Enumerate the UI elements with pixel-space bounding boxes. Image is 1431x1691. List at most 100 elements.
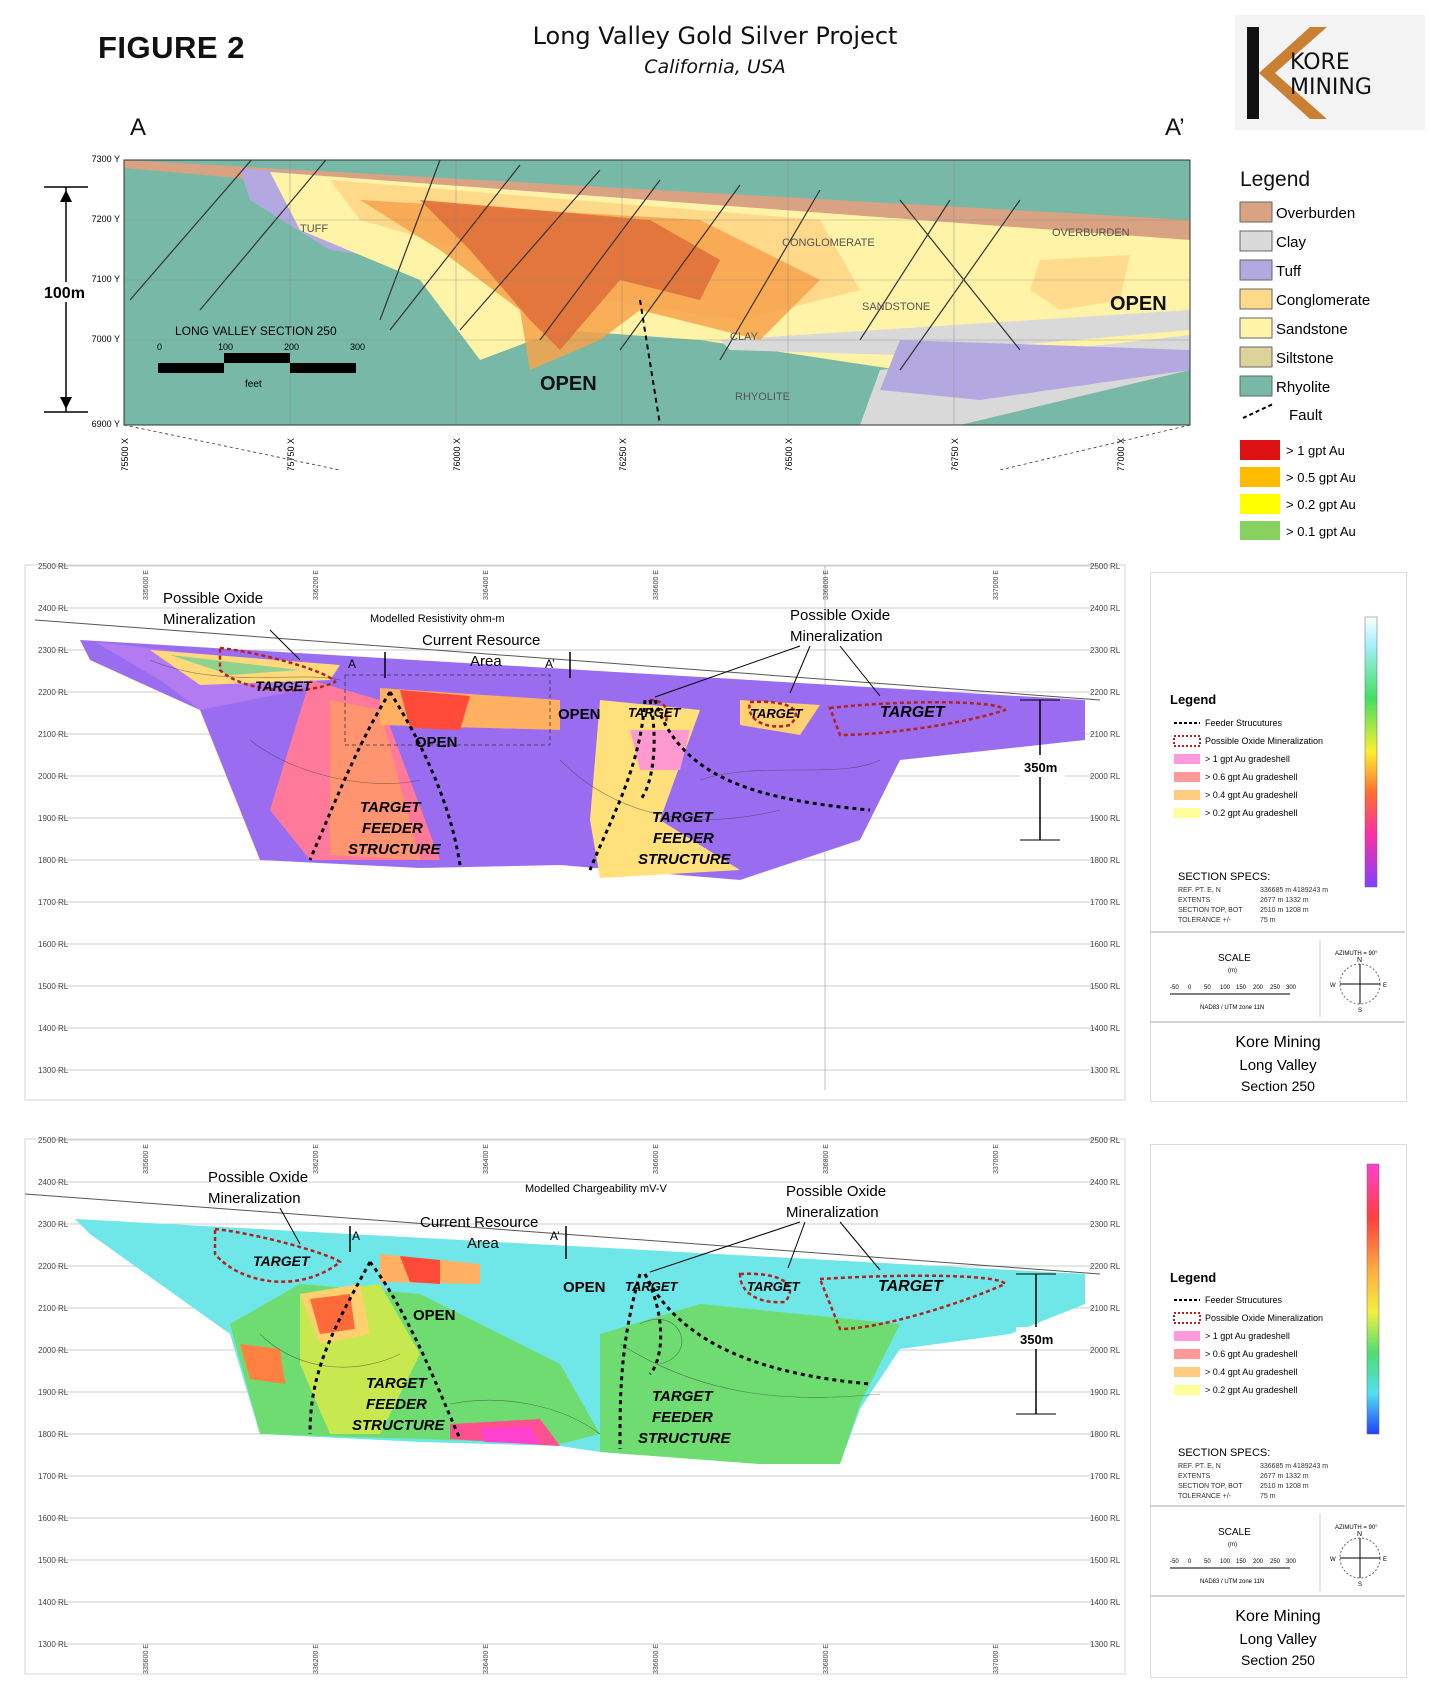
svg-text:1700 RL: 1700 RL [38,1472,69,1481]
svg-text:E: E [1383,1557,1387,1563]
charge-compass-icon: N S E W [1330,1531,1387,1588]
svg-text:150: 150 [1236,985,1247,991]
charge-scale-title: SCALE [1218,1527,1251,1538]
res-project: Long Valley [1239,1057,1317,1074]
charge-feeder-left-1: TARGET [366,1375,428,1392]
svg-text:NAD83 / UTM zone 11N: NAD83 / UTM zone 11N [1200,1579,1264,1585]
label-clay: CLAY [730,331,759,343]
legend-fault: Fault [1242,403,1323,424]
res-depth-label: 350m [1024,760,1057,775]
svg-text:1800 RL: 1800 RL [1090,856,1121,865]
svg-text:REF. PT. E, N: REF. PT. E, N [1178,887,1221,894]
svg-text:EXTENTS: EXTENTS [1178,897,1211,904]
res-feeder-left-3: STRUCTURE [348,841,441,858]
res-open-2: OPEN [558,706,601,723]
svg-text:336600 E: 336600 E [653,1144,660,1174]
svg-text:Siltstone: Siltstone [1276,350,1334,367]
res-current-resource-2: Area [470,653,502,670]
main-legend: Legend [1240,168,1310,192]
res-oxide-right-2: Mineralization [790,628,883,645]
svg-text:AZIMUTH = 90°: AZIMUTH = 90° [1335,951,1378,957]
svg-text:1300 RL: 1300 RL [38,1066,69,1075]
res-target-1: TARGET [255,678,313,694]
svg-text:> 0.2 gpt Au gradeshell: > 0.2 gpt Au gradeshell [1205,1385,1297,1395]
svg-text:2677 m 1332 m: 2677 m 1332 m [1260,1473,1309,1480]
main-legend-items: Overburden Clay Tuff Conglomerate Sandst… [1239,201,1370,540]
svg-text:335600 E: 335600 E [143,570,150,600]
chargeability-side-legend: Legend Feeder Strucutures Possible Oxide… [1150,1163,1405,1668]
label-rhyolite: RHYOLITE [735,391,790,403]
svg-text:(m): (m) [1228,968,1237,974]
svg-text:335600 E: 335600 E [143,1144,150,1174]
section-name: LONG VALLEY SECTION 250 [175,324,337,338]
svg-text:S: S [1358,1008,1362,1014]
charge-marker-a: A [352,1229,360,1243]
x-tick-476250: 476250 X [618,438,628,470]
x-tick-476000: 476000 X [452,438,462,470]
svg-text:1900 RL: 1900 RL [38,814,69,823]
charge-feeder-left-2 [368,1261,462,1440]
res-feeder-right-2: FEEDER [653,830,714,847]
svg-text:200: 200 [1253,985,1264,991]
svg-text:SECTION TOP, BOT: SECTION TOP, BOT [1178,1483,1243,1490]
charge-target-1: TARGET [253,1253,311,1269]
svg-text:TOLERANCE +/-: TOLERANCE +/- [1178,917,1232,924]
svg-text:1500 RL: 1500 RL [1090,982,1121,991]
svg-text:2100 RL: 2100 RL [38,730,69,739]
chargeability-side-panel [1150,1144,1407,1678]
label-sandstone: SANDSTONE [862,301,930,313]
svg-text:2200 RL: 2200 RL [1090,688,1121,697]
svg-text:200: 200 [1253,1559,1264,1565]
svg-text:336400 E: 336400 E [483,570,490,600]
svg-text:50: 50 [1204,1559,1211,1565]
charge-oxide-left-1: Possible Oxide [208,1169,308,1186]
svg-text:2100 RL: 2100 RL [38,1304,69,1313]
svg-text:100: 100 [1220,985,1231,991]
svg-text:> 0.4 gpt Au gradeshell: > 0.4 gpt Au gradeshell [1205,790,1297,800]
svg-text:1300 RL: 1300 RL [1090,1640,1121,1649]
svg-text:-50: -50 [1170,985,1179,991]
svg-text:75 m: 75 m [1260,917,1276,924]
svg-text:150: 150 [1236,1559,1247,1565]
svg-text:> 0.6 gpt Au gradeshell: > 0.6 gpt Au gradeshell [1205,1349,1297,1359]
svg-text:> 0.6 gpt Au gradeshell: > 0.6 gpt Au gradeshell [1205,772,1297,782]
svg-text:1800 RL: 1800 RL [38,1430,69,1439]
section-marker-a-prime: A’ [1165,114,1185,141]
geologic-cross-section: 7300 Y 7200 Y 7100 Y 7000 Y 6900 Y 47550… [42,154,1191,470]
res-feeder-right-3: STRUCTURE [638,851,731,868]
charge-target-2: TARGET [625,1279,679,1294]
svg-text:2400 RL: 2400 RL [38,1178,69,1187]
res-oxide-left-1: Possible Oxide [163,590,263,607]
res-marker-a-prime: A’ [545,657,555,671]
charge-feeder-right-2: FEEDER [652,1409,713,1426]
svg-text:336200 E: 336200 E [313,1144,320,1174]
charge-oxide-right-2: Mineralization [786,1204,879,1221]
legend-grade-05: > 0.5 gpt Au [1240,467,1356,487]
charge-feeder-right-1: TARGET [652,1388,714,1405]
svg-text:50: 50 [1204,985,1211,991]
svg-text:2400 RL: 2400 RL [1090,1178,1121,1187]
svg-text:Sandstone: Sandstone [1276,321,1348,338]
legend-grade-01: > 0.1 gpt Au [1240,521,1356,540]
svg-text:75 m: 75 m [1260,1493,1276,1500]
svg-text:2200 RL: 2200 RL [38,1262,69,1271]
svg-text:2200 RL: 2200 RL [1090,1262,1121,1271]
res-feeder-left-2: FEEDER [362,820,423,837]
charge-target-4: TARGET [878,1278,944,1295]
svg-text:NAD83 / UTM zone 11N: NAD83 / UTM zone 11N [1200,1005,1264,1011]
charge-section: Section 250 [1241,1652,1315,1668]
svg-text:EXTENTS: EXTENTS [1178,1473,1211,1480]
x-tick-477000: 477000 X [1116,438,1126,470]
oxide-outline-mid [748,700,797,728]
svg-text:2000 RL: 2000 RL [38,772,69,781]
svg-text:> 0.2 gpt Au gradeshell: > 0.2 gpt Au gradeshell [1205,808,1297,818]
y-tick-7000: 7000 Y [92,334,120,344]
svg-text:1400 RL: 1400 RL [38,1598,69,1607]
svg-text:> 0.2 gpt Au: > 0.2 gpt Au [1286,497,1356,512]
svg-text:2400 RL: 2400 RL [38,604,69,613]
svg-text:2500 RL: 2500 RL [1090,562,1121,571]
svg-text:2100 RL: 2100 RL [1090,730,1121,739]
figure-label: FIGURE 2 [98,30,245,65]
label-open-right: OPEN [1110,293,1167,315]
svg-text:AZIMUTH = 90°: AZIMUTH = 90° [1335,1525,1378,1531]
